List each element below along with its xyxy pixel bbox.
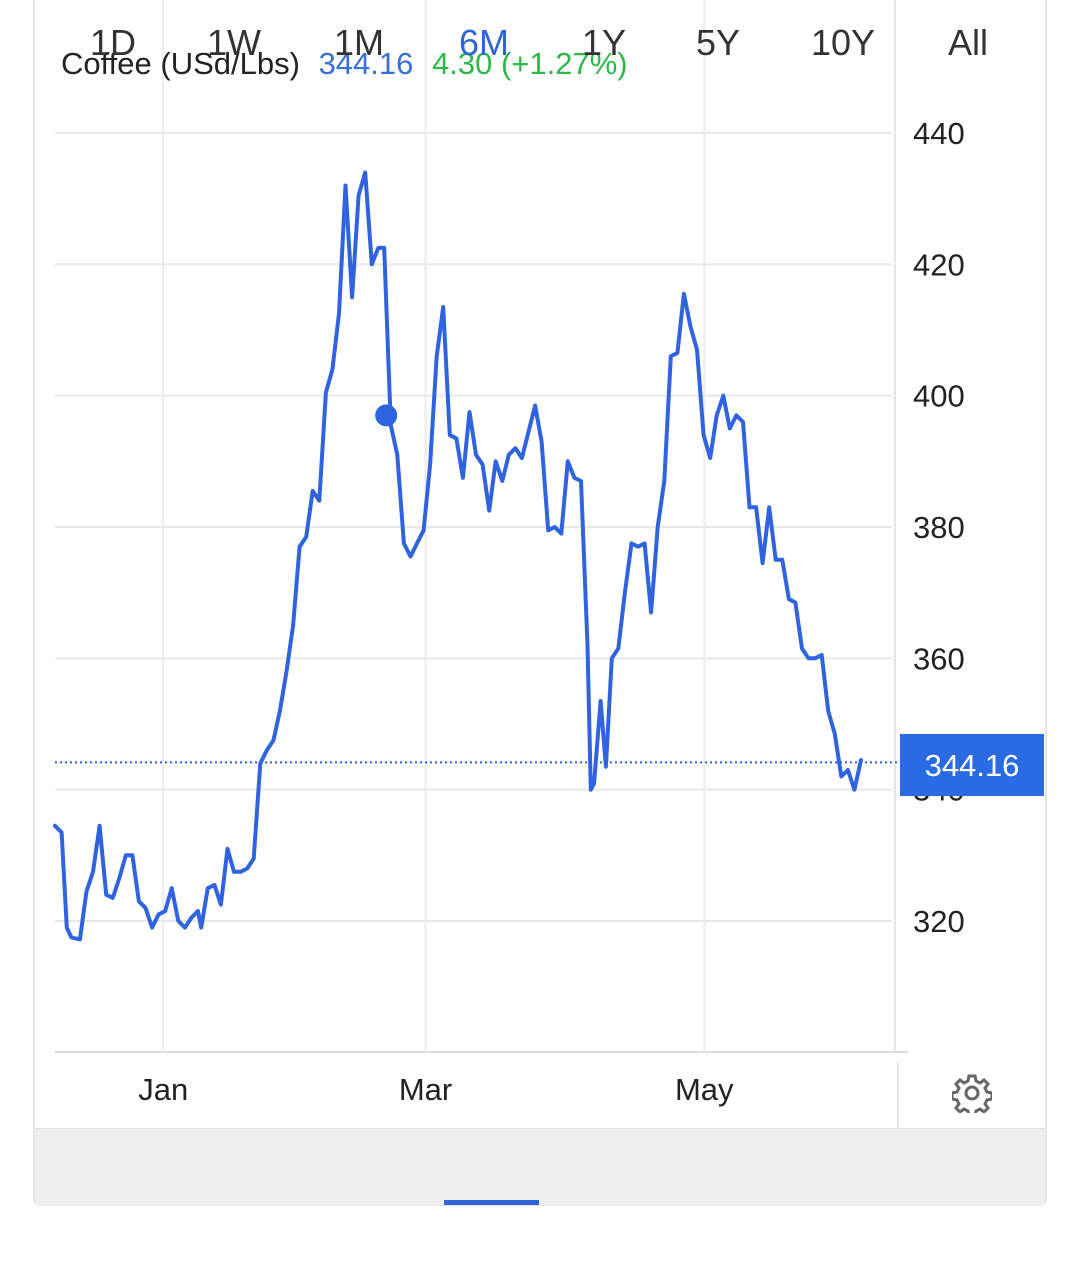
y-tick-label: 360 — [913, 641, 965, 676]
y-tick-label: 320 — [913, 904, 965, 939]
tab-1y[interactable]: 1Y — [581, 22, 627, 63]
y-tick-label: 400 — [913, 379, 965, 414]
instrument-name: Coffee (USd/Lbs) — [61, 46, 300, 81]
current-price-tag: 344.16 — [900, 734, 1044, 796]
price-series-line — [53, 170, 863, 942]
tab-1w[interactable]: 1W — [207, 22, 261, 63]
axis-ticks: 320340360380400420440JanMarMay — [138, 116, 965, 1107]
tab-10y[interactable]: 10Y — [810, 22, 876, 63]
tab-1d[interactable]: 1D — [89, 22, 137, 63]
x-tick-label: Jan — [138, 1072, 188, 1107]
y-tick-label: 420 — [913, 247, 965, 282]
current-price: 344.16 — [318, 46, 414, 81]
gear-icon[interactable] — [950, 1073, 994, 1118]
tab-all[interactable]: All — [947, 22, 989, 63]
active-tab-indicator — [444, 1200, 539, 1205]
x-tick-label: May — [675, 1072, 734, 1107]
tab-1m[interactable]: 1M — [333, 22, 385, 63]
price-change: 4.30 (+1.27%) — [432, 46, 628, 81]
chart-header: Coffee (USd/Lbs) 344.16 4.30 (+1.27%) — [61, 46, 638, 82]
y-tick-label: 440 — [913, 116, 965, 151]
chart-card — [33, 0, 1047, 1206]
tab-5y[interactable]: 5Y — [695, 22, 741, 63]
hover-marker-dot — [375, 404, 398, 427]
series-layer — [53, 170, 900, 942]
y-tick-label: 380 — [913, 510, 965, 545]
tab-6m[interactable]: 6M — [458, 22, 510, 63]
grid-lines — [55, 0, 908, 1128]
range-tab-bar — [35, 1128, 1045, 1205]
x-tick-label: Mar — [399, 1072, 452, 1107]
